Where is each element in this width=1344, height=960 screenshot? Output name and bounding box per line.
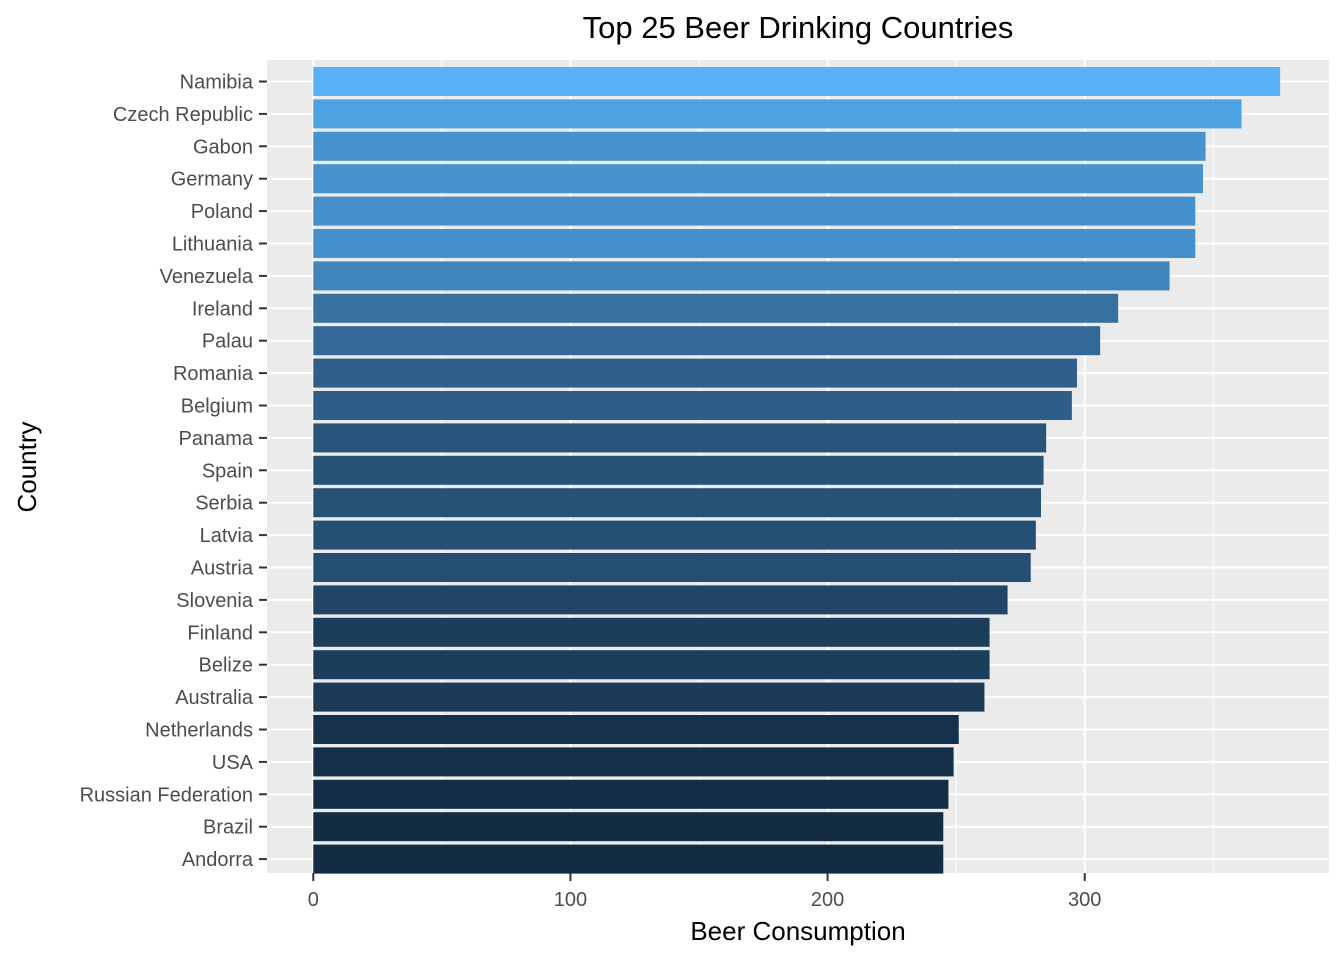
bar-netherlands [313, 715, 959, 744]
bar-serbia [313, 488, 1041, 518]
y-tick-label: Australia [175, 687, 254, 709]
bar-spain [313, 455, 1044, 485]
bar-russian-federation [313, 779, 949, 809]
bar-brazil [313, 812, 944, 842]
bar-germany [313, 164, 1203, 194]
bar-finland [313, 617, 990, 647]
y-tick-label: Lithuania [172, 234, 254, 256]
y-tick-label: Palau [202, 331, 253, 353]
y-tick-label: Serbia [195, 493, 254, 515]
y-tick-label: USA [212, 752, 254, 774]
bar-australia [313, 682, 985, 712]
x-tick-label: 300 [1068, 889, 1101, 911]
x-tick-label: 200 [811, 889, 844, 911]
bar-slovenia [313, 585, 1008, 615]
y-tick-label: Namibia [180, 72, 254, 94]
bar-latvia [313, 520, 1036, 550]
y-tick-label: Belize [199, 655, 253, 677]
x-axis-title: Beer Consumption [690, 916, 905, 946]
bar-romania [313, 358, 1077, 388]
y-tick-label: Austria [191, 558, 254, 580]
y-tick-label: Ireland [192, 298, 253, 320]
y-tick-label: Poland [191, 201, 253, 223]
bar-gabon [313, 131, 1206, 161]
y-tick-label: Russian Federation [80, 784, 253, 806]
bar-palau [313, 326, 1101, 356]
bars [313, 67, 1281, 874]
y-tick-label: Spain [202, 460, 253, 482]
bar-andorra [313, 844, 944, 874]
y-axis-title: Country [12, 421, 42, 512]
bar-austria [313, 553, 1031, 582]
bar-usa [313, 747, 954, 777]
bar-panama [313, 423, 1047, 453]
x-tick-label: 100 [554, 889, 587, 911]
y-tick-label: Romania [173, 363, 254, 385]
x-axis: 0 100 200 300 [308, 873, 1101, 911]
y-tick-label: Gabon [193, 136, 253, 158]
y-tick-label: Finland [187, 622, 253, 644]
bar-czech-republic [313, 99, 1242, 129]
bar-venezuela [313, 261, 1170, 291]
bar-ireland [313, 293, 1119, 323]
chart-title: Top 25 Beer Drinking Countries [583, 10, 1014, 45]
y-tick-label: Belgium [181, 396, 253, 418]
y-axis: Namibia Czech Republic Gabon Germany Poland L… [80, 72, 267, 871]
y-tick-label: Venezuela [160, 266, 254, 288]
bar-poland [313, 196, 1196, 226]
y-tick-label: Brazil [203, 817, 253, 839]
y-tick-label: Netherlands [145, 720, 253, 742]
bar-belgium [313, 391, 1072, 420]
y-tick-label: Latvia [200, 525, 254, 547]
y-tick-label: Panama [179, 428, 254, 450]
y-tick-label: Slovenia [176, 590, 254, 612]
x-tick-label: 0 [308, 889, 319, 911]
bar-belize [313, 650, 990, 680]
bar-namibia [313, 67, 1281, 96]
y-tick-label: Germany [171, 169, 253, 191]
bar-lithuania [313, 229, 1196, 258]
y-tick-label: Andorra [182, 849, 254, 871]
y-tick-label: Czech Republic [113, 104, 253, 126]
